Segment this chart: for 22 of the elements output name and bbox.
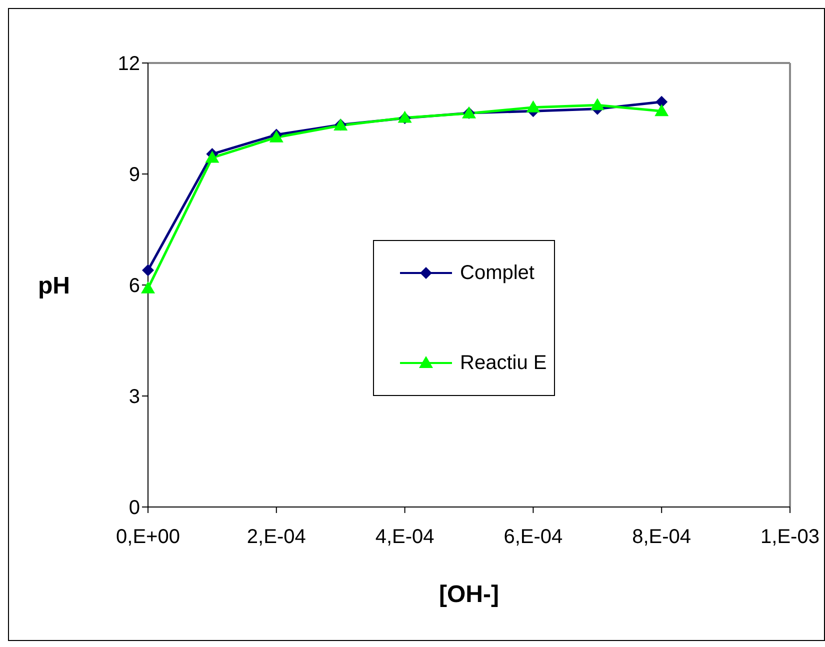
point: [141, 281, 155, 294]
point: [590, 98, 604, 110]
legend-label: Reactiu E: [460, 352, 547, 374]
x-tick-label: 4,E-04: [375, 526, 434, 548]
point: [526, 100, 540, 112]
y-tick-label: 3: [128, 386, 140, 408]
y-tick-label: 0: [128, 497, 140, 520]
x-tick-label: 6,E-04: [504, 526, 563, 548]
point: [205, 150, 220, 163]
legend-label: Complet: [460, 262, 534, 284]
y-tick-label: 9: [128, 164, 140, 186]
y-tick-label: 12: [118, 53, 140, 76]
x-axis-title: [OH-]: [439, 581, 499, 608]
point: [656, 96, 668, 108]
point: [654, 104, 669, 116]
y-tick-label: 6: [128, 275, 140, 298]
point: [142, 264, 154, 276]
x-tick-label: 2,E-04: [246, 526, 306, 548]
x-tick-label: 1,E-03: [760, 526, 820, 548]
x-tick-label: 0,E+00: [116, 526, 180, 548]
x-tick-label: 8,E-04: [632, 526, 692, 548]
y-axis-title: pH: [38, 272, 70, 300]
